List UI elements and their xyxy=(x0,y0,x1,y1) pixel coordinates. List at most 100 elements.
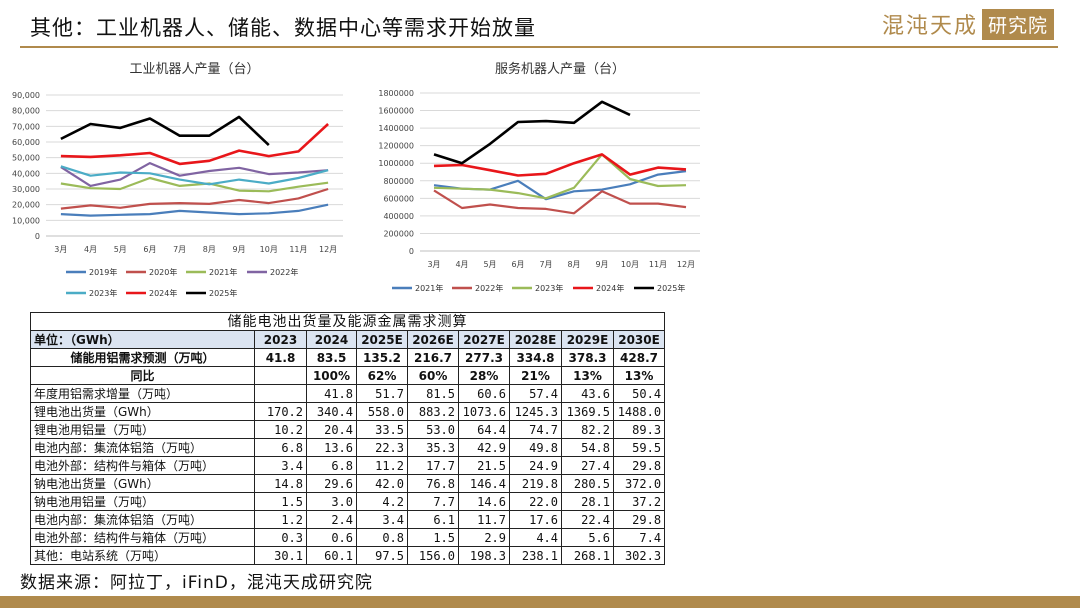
bottom-bar xyxy=(0,596,1080,608)
y-tick-label: 1200000 xyxy=(378,142,414,151)
legend-label: 2022年 xyxy=(270,267,298,277)
table-cell: 22.3 xyxy=(356,438,408,457)
table-row: 钠电池用铝量（万吨） 1.5 3.0 4.2 7.7 14.6 22.0 28.1 37.2 xyxy=(30,492,666,511)
row-label: 年度用铝需求增量（万吨） xyxy=(30,384,255,403)
table-cell: 156.0 xyxy=(407,546,459,565)
table-cell: 13% xyxy=(612,366,666,385)
y-tick-label: 600000 xyxy=(383,194,414,203)
series-line-2023年 xyxy=(60,165,329,186)
x-tick-label: 10月 xyxy=(621,260,639,269)
x-tick-label: 7月 xyxy=(173,245,186,254)
industrial-robot-chart: 工业机器人产量（台） 0 10,000 20,000 30,000 40,000 50,00… xyxy=(12,62,343,298)
table-cell: 378.3 xyxy=(561,348,614,367)
table-cell: 302.3 xyxy=(612,546,666,565)
table-cell: 62% xyxy=(356,366,408,385)
table-cell: 30.1 xyxy=(254,546,307,565)
table-cell: 6.8 xyxy=(254,438,307,457)
table-cell: 20.4 xyxy=(306,420,357,439)
series-line-2021年 xyxy=(433,170,687,201)
table-header-cell: 2026E xyxy=(407,330,459,349)
brand-logo: 混沌天成 研究院 xyxy=(882,8,1054,40)
table-cell: 558.0 xyxy=(356,402,408,421)
table-cell: 83.5 xyxy=(306,348,357,367)
x-tick-label: 7月 xyxy=(539,260,552,269)
table-cell: 49.8 xyxy=(509,438,562,457)
row-label: 锂电池出货量（GWh） xyxy=(30,402,255,421)
row-label: 锂电池用铝量（万吨） xyxy=(30,420,255,439)
table-cell: 238.1 xyxy=(509,546,562,565)
data-table: 储能电池出货量及能源金属需求测算 单位：（GWh） 2023 2024 2025E 202… xyxy=(29,312,666,565)
table-cell: 0.3 xyxy=(254,528,307,547)
y-tick-label: 70,000 xyxy=(12,122,40,131)
table-cell: 135.2 xyxy=(356,348,408,367)
x-tick-label: 6月 xyxy=(511,260,524,269)
series-line-2025年 xyxy=(60,115,270,147)
table-cell: 28.1 xyxy=(561,492,614,511)
row-label: 钠电池出货量（GWh） xyxy=(30,474,255,493)
legend-label: 2025年 xyxy=(657,283,685,293)
series-line-2022年 xyxy=(60,161,329,187)
table-cell: 883.2 xyxy=(407,402,459,421)
y-tick-label: 800000 xyxy=(383,177,414,186)
legend-label: 2020年 xyxy=(149,267,177,277)
x-tick-label: 9月 xyxy=(595,260,608,269)
legend-label: 2021年 xyxy=(415,283,443,293)
series-line-2023年 xyxy=(433,153,687,200)
y-tick-label: 1400000 xyxy=(378,124,414,133)
table-cell: 37.2 xyxy=(612,492,666,511)
x-tick-label: 9月 xyxy=(233,245,246,254)
table-header-cell: 2030E xyxy=(612,330,666,349)
table-cell xyxy=(254,366,307,385)
series-line-2019年 xyxy=(60,203,329,217)
table-cell: 24.9 xyxy=(509,456,562,475)
table-cell xyxy=(254,384,307,403)
table-cell: 4.2 xyxy=(356,492,408,511)
table-cell: 13% xyxy=(561,366,614,385)
table-cell: 4.4 xyxy=(509,528,562,547)
table-cell: 74.7 xyxy=(509,420,562,439)
legend-label: 2024年 xyxy=(596,283,624,293)
table-header-cell: 2027E xyxy=(458,330,510,349)
legend-label: 2023年 xyxy=(535,283,563,293)
table-cell: 0.6 xyxy=(306,528,357,547)
series-line-2024年 xyxy=(60,123,329,166)
table-cell: 81.5 xyxy=(407,384,459,403)
table-row: 电池内部：集流体铝箔（万吨） 6.8 13.6 22.3 35.3 42.9 49.8 54.… xyxy=(30,438,666,457)
row-label: 电池外部：结构件与箱体（万吨） xyxy=(30,456,255,475)
table-cell: 21.5 xyxy=(458,456,510,475)
x-tick-label: 3月 xyxy=(427,260,440,269)
table-cell: 17.6 xyxy=(509,510,562,529)
legend-label: 2025年 xyxy=(209,288,237,298)
energy-storage-table: 储能电池出货量及能源金属需求测算 单位：（GWh） 2023 2024 2025E 202… xyxy=(29,312,666,565)
y-tick-label: 1800000 xyxy=(378,89,414,98)
y-tick-label: 10,000 xyxy=(12,216,40,225)
header-divider xyxy=(20,46,1058,48)
row-label: 电池外部：结构件与箱体（万吨） xyxy=(30,528,255,547)
x-tick-label: 4月 xyxy=(84,245,97,254)
table-cell: 60.1 xyxy=(306,546,357,565)
table-caption: 储能电池出货量及能源金属需求测算 xyxy=(29,312,666,331)
y-tick-label: 30,000 xyxy=(12,185,40,194)
chart-title: 服务机器人产量（台） xyxy=(495,61,625,77)
y-tick-label: 50,000 xyxy=(12,154,40,163)
table-cell: 1.5 xyxy=(407,528,459,547)
y-tick-label: 0 xyxy=(35,232,40,241)
table-cell: 280.5 xyxy=(561,474,614,493)
table-cell: 29.8 xyxy=(612,510,666,529)
series-line-2022年 xyxy=(433,189,687,215)
series-line-2020年 xyxy=(60,187,329,210)
y-tick-label: 60,000 xyxy=(12,138,40,147)
table-cell: 1488.0 xyxy=(612,402,666,421)
table-cell: 41.8 xyxy=(254,348,307,367)
table-cell: 1.5 xyxy=(254,492,307,511)
table-cell: 428.7 xyxy=(612,348,666,367)
table-cell: 42.9 xyxy=(458,438,510,457)
table-cell: 100% xyxy=(306,366,357,385)
table-caption-row: 储能电池出货量及能源金属需求测算 xyxy=(29,312,666,331)
table-cell: 60.6 xyxy=(458,384,510,403)
table-cell: 219.8 xyxy=(509,474,562,493)
table-cell: 11.2 xyxy=(356,456,408,475)
table-cell: 53.0 xyxy=(407,420,459,439)
table-cell: 198.3 xyxy=(458,546,510,565)
table-cell: 22.4 xyxy=(561,510,614,529)
